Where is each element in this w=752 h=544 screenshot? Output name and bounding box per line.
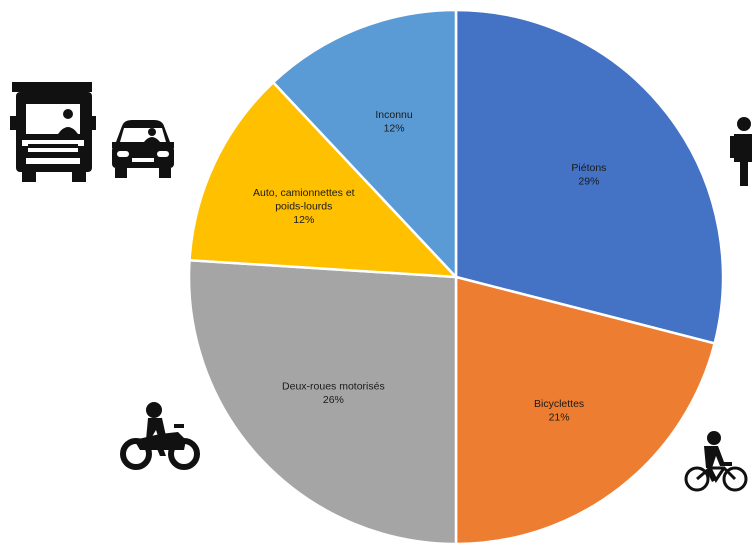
slice-label-2: Deux-roues motorisés 26% bbox=[282, 380, 385, 406]
slice-label-0: Piétons 29% bbox=[571, 162, 606, 188]
slice-percent: 12% bbox=[384, 122, 405, 134]
slice-label-3: Auto, camionnettes et poids-lourds 12% bbox=[253, 187, 355, 226]
slice-category: poids-lourds bbox=[275, 200, 332, 212]
pie-slice-2 bbox=[187, 258, 458, 544]
pie-slice-0 bbox=[454, 8, 725, 345]
car-icon bbox=[112, 120, 174, 178]
cyclist-icon bbox=[684, 431, 748, 492]
truck-icon bbox=[10, 82, 96, 182]
pie-labels: Piétons 29% Bicyclettes 21% Deux-roues motor… bbox=[253, 109, 606, 424]
slice-label-4: Inconnu 12% bbox=[375, 109, 413, 135]
slice-percent: 29% bbox=[578, 176, 599, 188]
pie-slice-1 bbox=[454, 275, 717, 544]
slice-category: Bicyclettes bbox=[534, 398, 584, 410]
slice-label-1: Bicyclettes 21% bbox=[534, 398, 584, 424]
slice-category: Auto, camionnettes et bbox=[253, 187, 355, 199]
slice-category: Deux-roues motorisés bbox=[282, 380, 385, 392]
slice-percent: 21% bbox=[549, 412, 570, 424]
pie-slice-4 bbox=[271, 8, 458, 281]
slice-percent: 26% bbox=[323, 394, 344, 406]
pedestrian-icon bbox=[730, 117, 752, 186]
slice-percent: 12% bbox=[293, 214, 314, 226]
pie-slices bbox=[187, 8, 725, 544]
pie-slice-3 bbox=[188, 80, 460, 279]
slice-category: Piétons bbox=[571, 162, 606, 174]
slice-category: Inconnu bbox=[375, 109, 413, 121]
motorcycle-icon bbox=[120, 402, 200, 470]
